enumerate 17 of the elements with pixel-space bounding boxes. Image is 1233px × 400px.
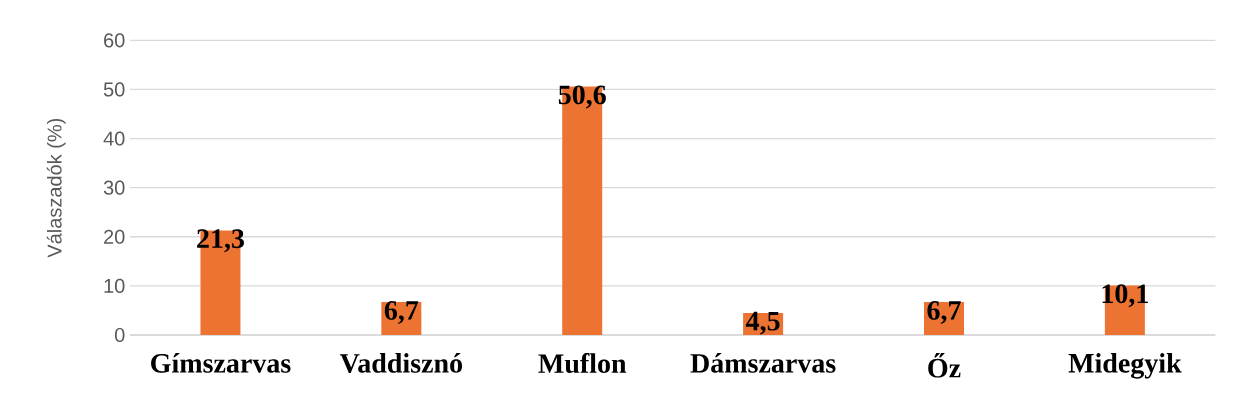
y-axis-title: Válaszadók (%): [46, 118, 66, 258]
data-label: 4,5: [745, 311, 780, 335]
x-tick-label: Vaddisznó: [339, 353, 463, 373]
y-tick-label: 30: [103, 180, 125, 195]
y-tick-label: 40: [103, 131, 125, 146]
x-tick-label: Muflon: [538, 353, 627, 374]
x-tick-label: Dámszarvas: [690, 353, 836, 373]
data-label: 6,7: [927, 301, 961, 324]
y-tick-label: 20: [104, 229, 125, 244]
y-tick-label: 0: [114, 327, 125, 343]
x-tick-label: Gímszarvas: [151, 353, 291, 373]
y-tick-label: 60: [104, 33, 125, 48]
y-tick-label: 10: [104, 278, 125, 293]
y-tick-label: 50: [103, 82, 125, 97]
data-label: 6,7: [384, 301, 419, 324]
x-tick-label: Őz: [928, 353, 961, 378]
x-tick-label: Midegyik: [1068, 353, 1182, 379]
